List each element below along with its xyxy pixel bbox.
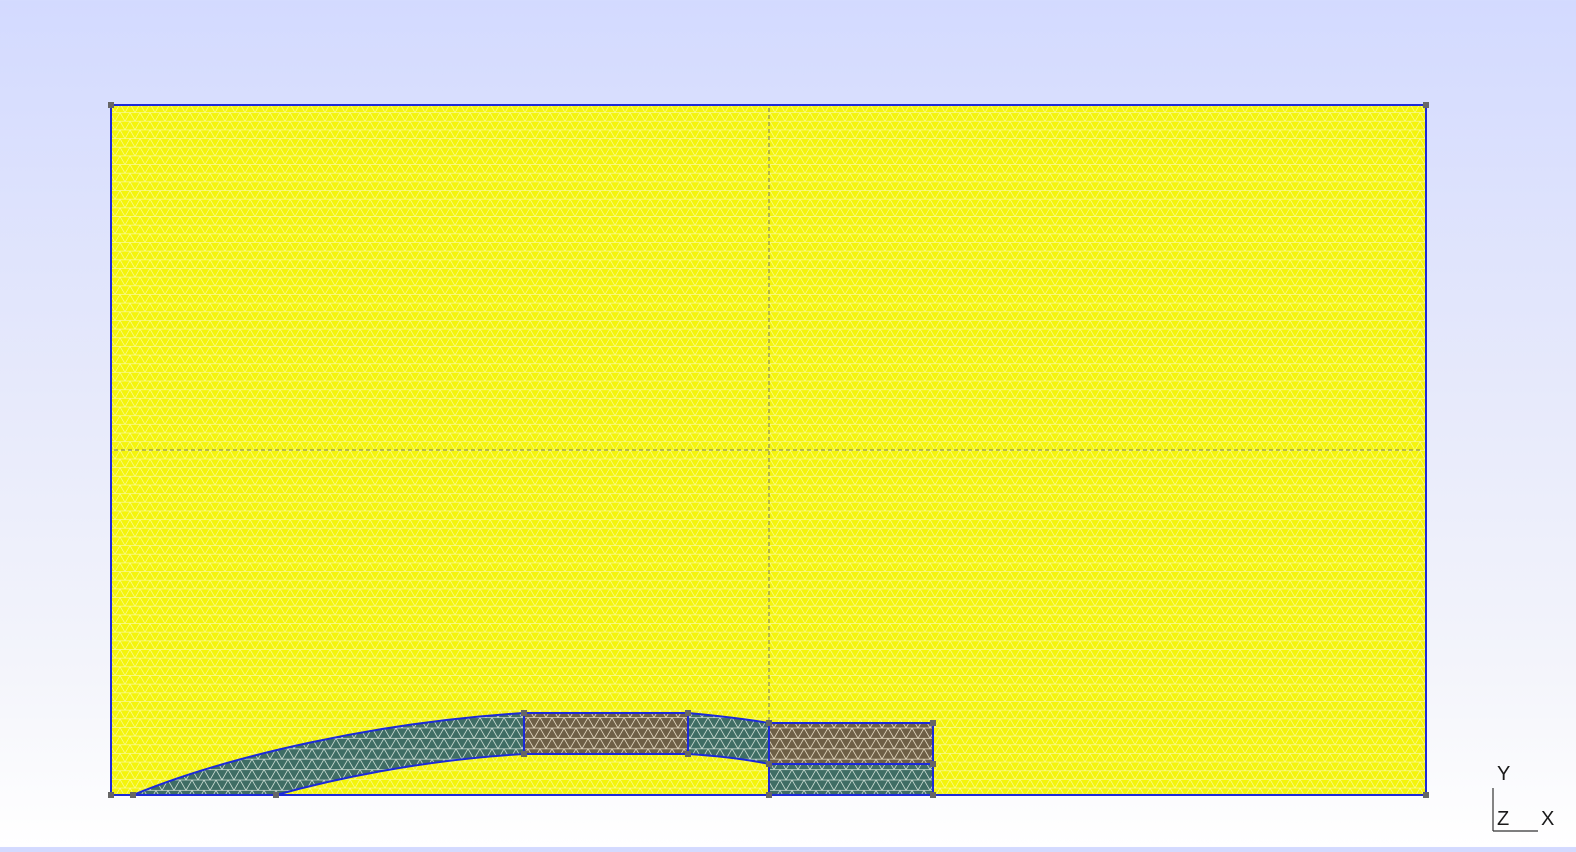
vertex xyxy=(685,710,691,716)
vertex xyxy=(1423,102,1429,108)
vertex xyxy=(521,751,527,757)
vertex xyxy=(521,710,527,716)
brown-block-left[interactable] xyxy=(523,712,689,755)
axis-triad-lines xyxy=(1492,788,1538,832)
lower-teal-block[interactable] xyxy=(768,763,934,796)
vertex-markers xyxy=(108,102,1429,798)
vertex xyxy=(108,102,114,108)
axis-z-label: Z xyxy=(1497,808,1510,830)
vertex xyxy=(130,792,136,798)
vertex xyxy=(930,761,936,767)
vertex xyxy=(766,792,772,798)
axis-x-label: X xyxy=(1541,808,1555,830)
axis-y-label: Y xyxy=(1497,763,1511,785)
vertex xyxy=(1423,792,1429,798)
vertex xyxy=(108,792,114,798)
curved-profile-region[interactable] xyxy=(132,711,525,796)
vertex xyxy=(766,761,772,767)
vertex xyxy=(273,792,279,798)
vertex xyxy=(930,792,936,798)
brown-block-right[interactable] xyxy=(768,722,934,765)
vertex xyxy=(766,720,772,726)
vertex xyxy=(930,720,936,726)
vertex xyxy=(685,751,691,757)
